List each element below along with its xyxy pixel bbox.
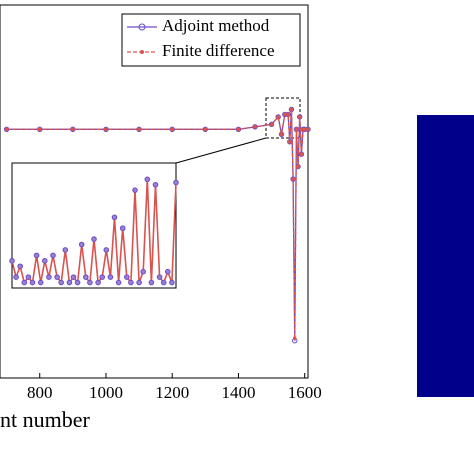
inset-point xyxy=(148,279,155,286)
point xyxy=(279,132,284,137)
x-tick-label: 800 xyxy=(27,383,53,402)
point xyxy=(236,127,241,132)
legend-label: Finite difference xyxy=(162,41,275,60)
inset-point xyxy=(87,279,93,286)
inset-point xyxy=(17,263,24,270)
inset-point xyxy=(83,274,89,280)
inset-point xyxy=(33,252,40,259)
inset-point xyxy=(132,187,138,193)
inset-point xyxy=(173,179,179,186)
inset-point xyxy=(156,274,163,280)
inset-point xyxy=(152,181,159,188)
legend-box xyxy=(121,13,301,67)
point xyxy=(71,127,75,132)
point xyxy=(289,107,294,112)
inset-point xyxy=(160,279,167,286)
inset-point xyxy=(21,279,28,286)
point xyxy=(268,121,275,128)
inset-point xyxy=(128,279,134,286)
point xyxy=(302,127,307,132)
point xyxy=(286,112,290,117)
point xyxy=(291,177,295,181)
inset-point xyxy=(103,247,110,253)
point xyxy=(290,176,296,182)
inset-point xyxy=(78,241,85,248)
inset-point xyxy=(136,279,142,286)
inset-point xyxy=(144,176,151,183)
point xyxy=(269,122,274,127)
point xyxy=(137,127,141,132)
legend-marker xyxy=(138,23,146,31)
inset-point xyxy=(70,274,77,280)
point xyxy=(296,164,300,169)
x-axis-label: nt number xyxy=(0,407,90,432)
point xyxy=(306,127,310,132)
point xyxy=(283,112,287,117)
inset-point xyxy=(54,274,60,280)
point xyxy=(276,115,280,119)
inset-point xyxy=(165,268,171,275)
inset-point xyxy=(66,279,73,286)
legend-marker xyxy=(140,50,144,54)
point xyxy=(37,127,42,132)
inset-point xyxy=(115,279,122,286)
legend-label: Adjoint method xyxy=(162,16,270,35)
point xyxy=(299,152,304,156)
inset-point xyxy=(58,279,65,286)
x-tick-label: 1200 xyxy=(155,383,189,402)
zoom-connector xyxy=(175,137,267,164)
point xyxy=(287,139,292,144)
inset-point xyxy=(119,225,126,232)
x-tick-label: 1600 xyxy=(288,383,322,402)
point xyxy=(253,125,257,129)
point xyxy=(170,127,175,132)
inset-point xyxy=(37,279,44,286)
inset-point xyxy=(74,279,81,286)
inset-point xyxy=(95,279,101,286)
inset-point xyxy=(91,236,97,242)
inset-point xyxy=(99,274,105,280)
point xyxy=(4,127,9,132)
side-panel xyxy=(417,115,474,397)
plot-frame xyxy=(0,4,309,379)
inset-point xyxy=(140,268,146,275)
inset-point xyxy=(25,274,32,280)
inset-point xyxy=(50,252,56,259)
x-tick-label: 1400 xyxy=(221,383,255,402)
zoom-box xyxy=(265,97,301,139)
inset-point xyxy=(42,258,48,264)
inset-point xyxy=(124,274,130,280)
inset-point xyxy=(107,274,114,280)
point xyxy=(203,127,208,132)
point xyxy=(294,127,299,132)
inset-point xyxy=(46,274,52,280)
point xyxy=(292,336,297,341)
inset-point xyxy=(62,247,69,253)
inset-point xyxy=(29,279,36,286)
point xyxy=(104,127,108,132)
inset-point xyxy=(9,258,15,264)
point xyxy=(297,115,302,119)
inset-point xyxy=(13,274,19,280)
inset-point xyxy=(169,279,175,286)
x-tick-label: 1000 xyxy=(89,383,123,402)
inset-point xyxy=(111,214,118,221)
